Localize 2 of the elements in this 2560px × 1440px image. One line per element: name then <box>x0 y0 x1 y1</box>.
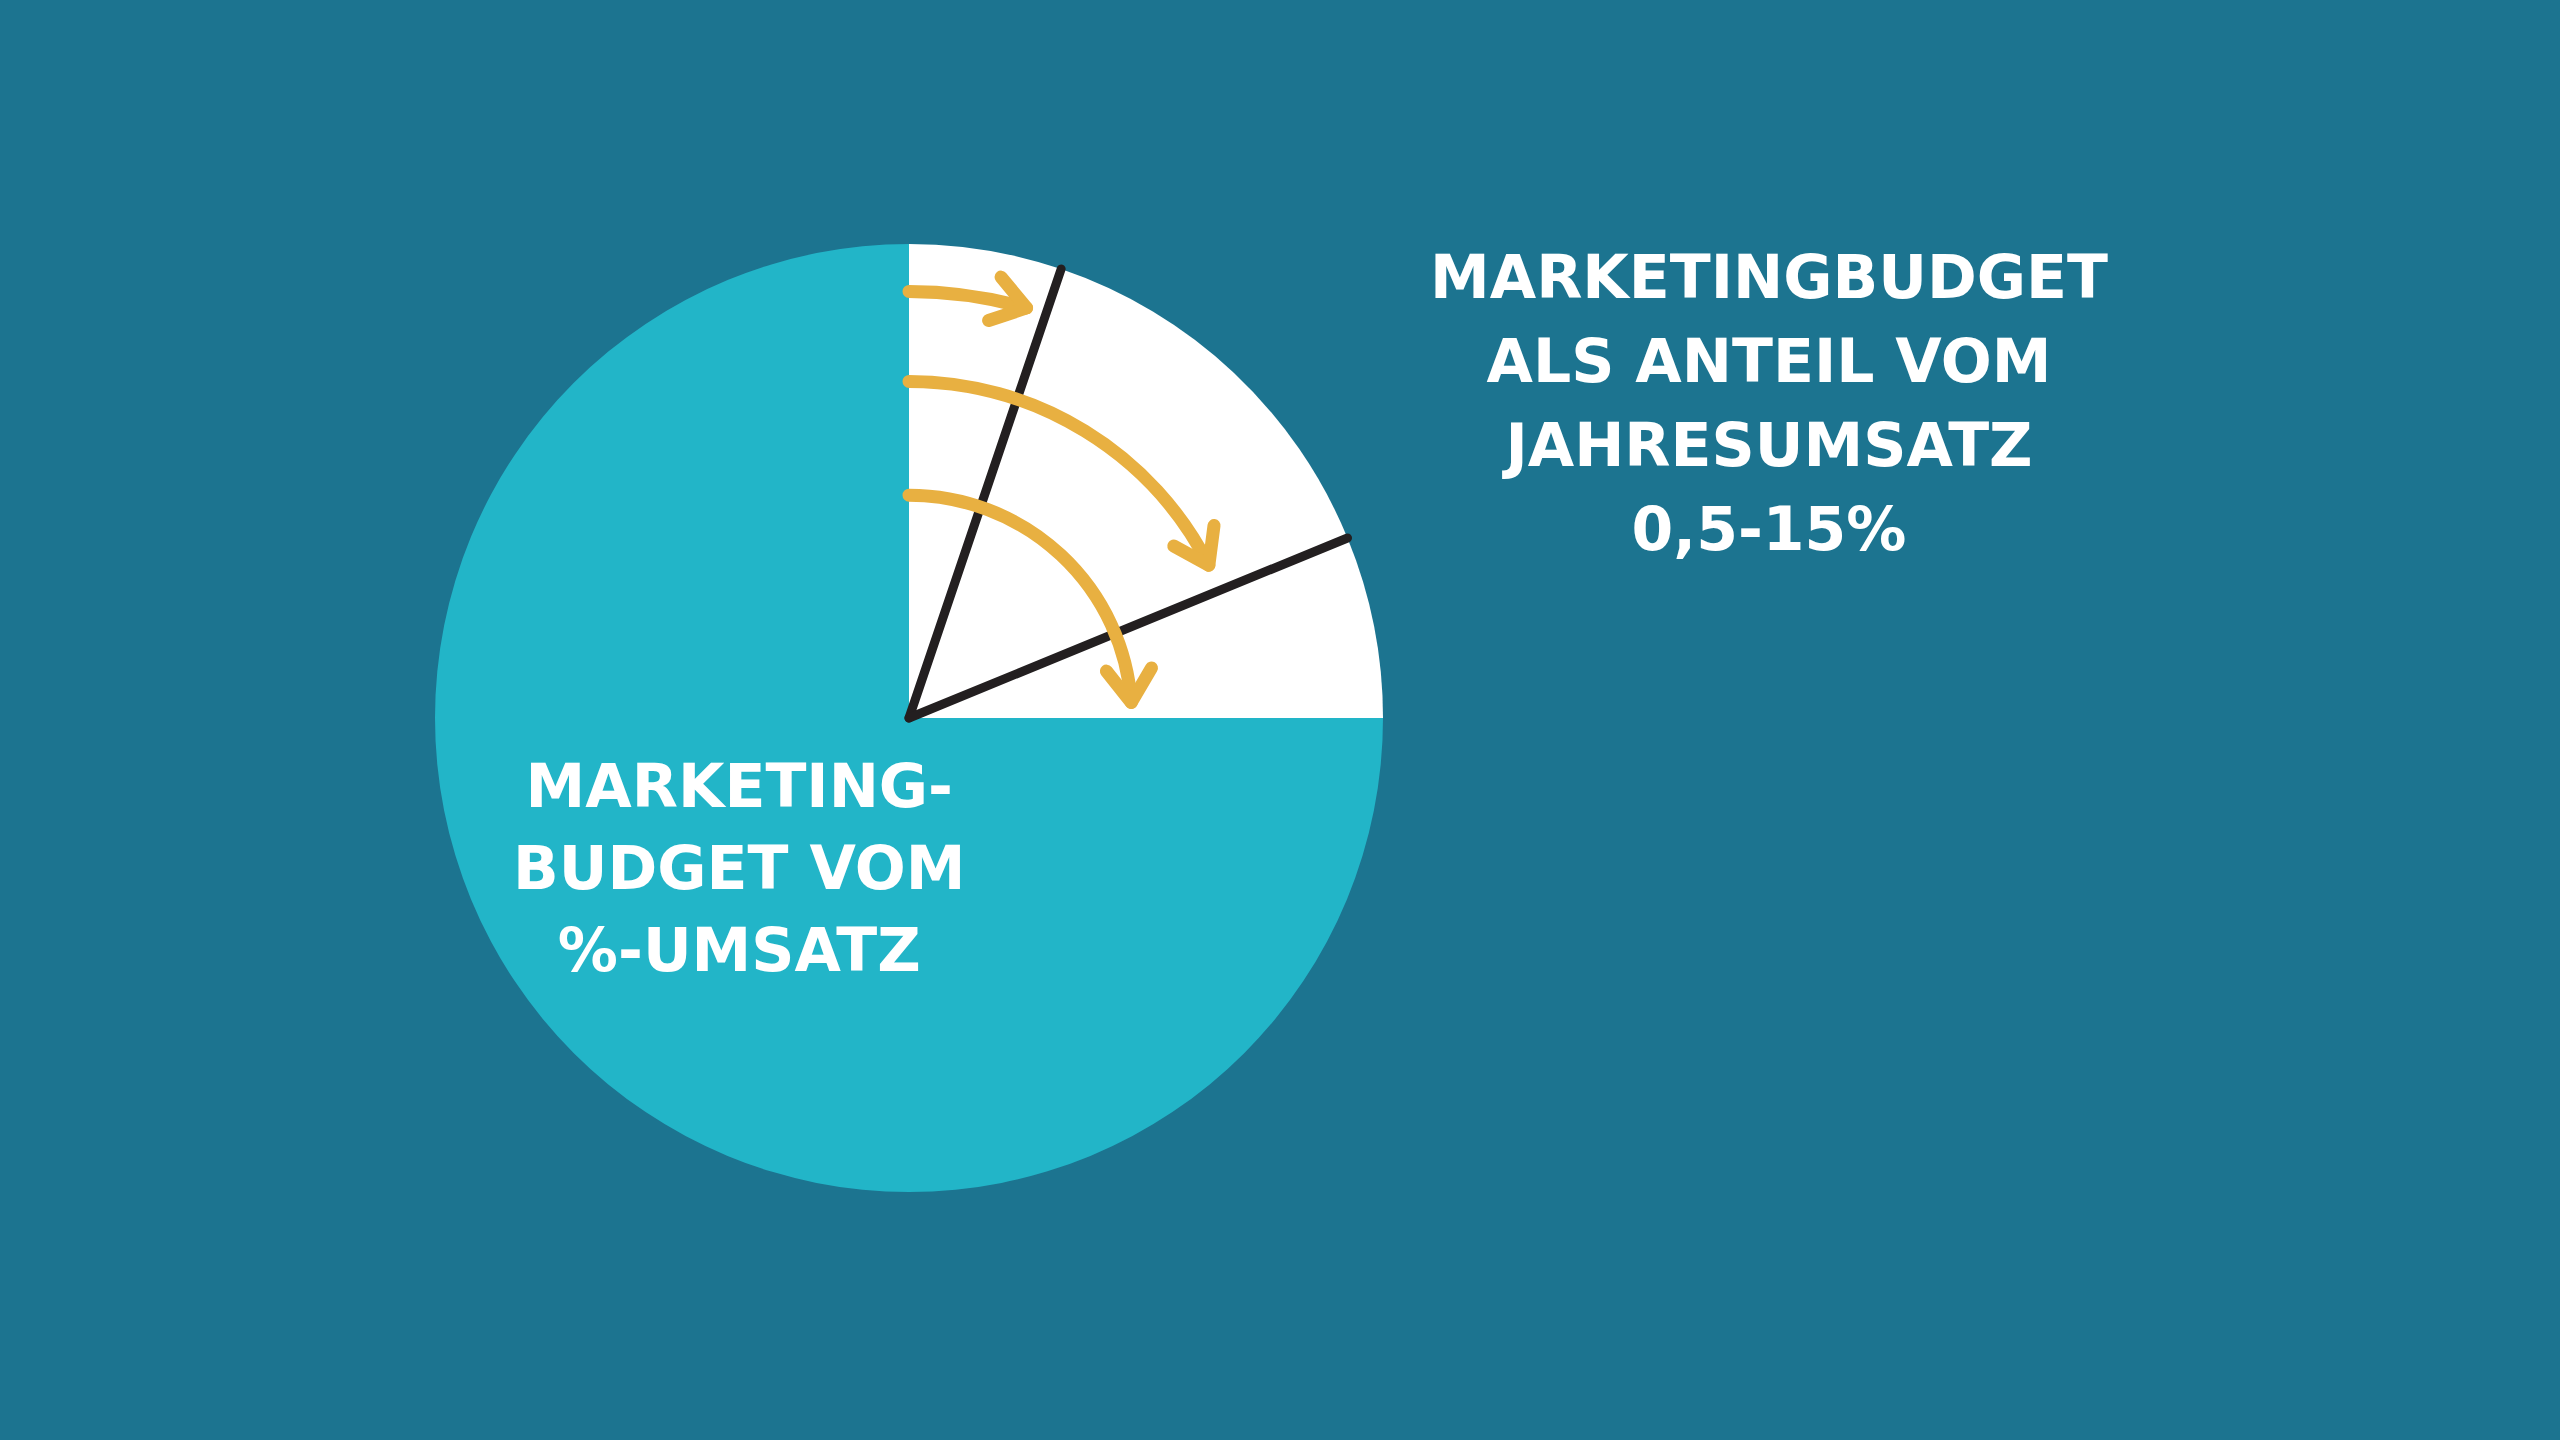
slice-label: MARKETING- BUDGET VOM %-UMSATZ <box>513 750 966 985</box>
text: MARKETINGBUDGET ALS ANTEIL VOM JAHRESUMSATZ 0,5-15% <box>1430 242 2109 564</box>
